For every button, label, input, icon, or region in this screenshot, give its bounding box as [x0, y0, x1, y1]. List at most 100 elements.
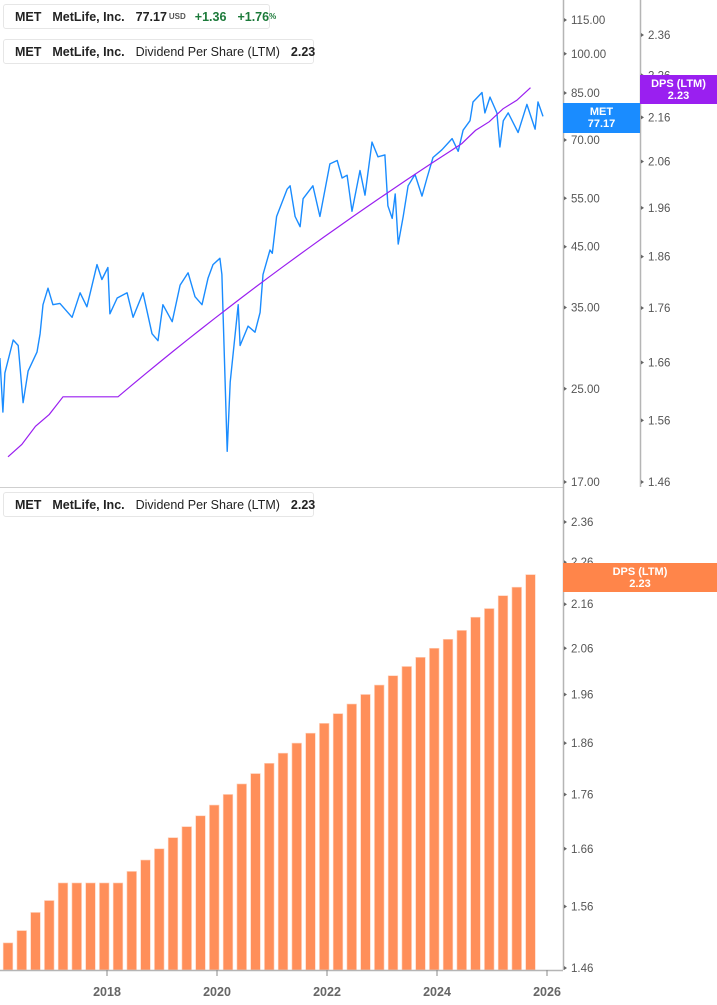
x-axis-tick-label: 2024 [423, 985, 451, 999]
dps-bar [401, 666, 412, 971]
dps-bar [30, 912, 41, 971]
dps-bar [387, 675, 399, 971]
dps-bottom-axis-tick-label: 1.76 [571, 789, 593, 801]
dps-bar [264, 763, 275, 971]
dps-bar [415, 657, 426, 971]
dps-bar [126, 871, 137, 971]
price-axis-tick [564, 305, 567, 310]
dps-bottom-axis-tick [564, 646, 567, 651]
dps-bar [236, 783, 247, 971]
dps-bar [511, 586, 522, 971]
dps-bottom-axis-tick [564, 692, 567, 697]
dps-top-axis-tick [641, 480, 644, 484]
price-axis-tick-label: 17.00 [571, 477, 600, 489]
price-axis-tick-label: 55.00 [571, 193, 600, 205]
dps-top-axis-tick-label: 1.86 [648, 252, 670, 264]
dps-top-axis-tick-label: 1.76 [648, 303, 670, 315]
price-axis-tick-label: 115.00 [571, 15, 605, 27]
dps-bottom-axis-tick [564, 792, 567, 797]
dps-top-axis-tick-label: 1.96 [648, 203, 670, 215]
dps-bar [374, 684, 385, 971]
dps-bar [112, 882, 124, 971]
legend-change-pct: +1.76 [237, 9, 270, 24]
price-axis-tick [564, 244, 567, 249]
dps-top-axis-tick-label: 1.46 [648, 477, 670, 489]
dps-bar [154, 848, 165, 971]
legend-value: 2.23 [290, 497, 316, 512]
dps-bottom-axis-tick-label: 2.16 [571, 599, 593, 611]
dps-bar [360, 694, 371, 971]
price-axis-tick [564, 51, 567, 56]
price-axis-tick [564, 386, 567, 391]
tag-value: 77.17 [587, 118, 616, 130]
price-last-value-tag: MET 77.17 [563, 103, 640, 133]
dps-bottom-axis-tick [564, 520, 567, 524]
dps-bar [71, 882, 82, 971]
dps-bar [456, 630, 467, 971]
dps-bar [332, 713, 344, 971]
dps-bar [277, 752, 289, 971]
dps-bar [99, 882, 110, 971]
dps-bottom-axis-tick [564, 846, 567, 851]
tag-label: MET [589, 106, 614, 118]
dps-bar [429, 647, 440, 971]
dps-bottom-axis-tick [564, 904, 567, 909]
dps-bottom-last-value-tag: DPS (LTM) 2.23 [563, 563, 717, 592]
dps-bottom-axis-tick-label: 1.46 [571, 963, 593, 975]
axes: 115.00 100.00 85.00 70.00 55.00 45.00 35.00 25.… [0, 0, 670, 999]
dps-top-axis-tick-label: 1.56 [648, 415, 670, 427]
dps-bar [470, 616, 481, 971]
dps-bottom-legend[interactable]: MET MetLife, Inc. Dividend Per Share (LT… [3, 492, 316, 517]
dps-bottom-axis-tick-label: 2.36 [571, 517, 593, 529]
price-axis-tick [564, 196, 567, 201]
dps-top-axis-tick [641, 159, 644, 164]
price-axis-tick-label: 70.00 [571, 135, 600, 147]
x-axis-tick-label: 2026 [533, 985, 561, 999]
dps-top-legend[interactable]: MET MetLife, Inc. Dividend Per Share (LT… [3, 39, 316, 64]
legend-ticker: MET [15, 9, 42, 24]
price-legend[interactable]: MET MetLife, Inc. 77.17 USD +1.36 +1.76% [3, 4, 276, 29]
dps-top-axis-tick [641, 33, 644, 37]
tag-label: DPS (LTM) [612, 565, 668, 578]
dps-top-axis-tick [641, 205, 644, 210]
dps-bar [181, 826, 192, 971]
legend-value: 2.23 [290, 44, 316, 59]
x-axis-tick-label: 2020 [203, 985, 231, 999]
legend-price: 77.17 [135, 9, 167, 24]
dps-bar [497, 595, 509, 971]
dps-line [7, 87, 531, 458]
dps-top-axis-tick [641, 306, 644, 311]
dps-bottom-axis-tick-label: 1.66 [571, 844, 593, 856]
tag-label: DPS (LTM) [651, 77, 706, 90]
x-axis-tick-label: 2022 [313, 985, 341, 999]
tag-value: 2.23 [629, 577, 651, 590]
legend-pct-sign: % [269, 12, 277, 21]
dps-bottom-axis-tick [564, 741, 567, 746]
dps-bar [140, 859, 151, 971]
dps-top-axis-tick-label: 2.16 [648, 112, 670, 124]
dps-bar [319, 723, 330, 971]
dps-bar [484, 608, 495, 971]
price-axis-tick [564, 137, 567, 142]
legend-metric: Dividend Per Share (LTM) [135, 44, 280, 59]
dps-bar [167, 837, 179, 971]
price-axis-tick [564, 480, 567, 484]
tag-value: 2.23 [667, 89, 690, 102]
price-axis-tick-label: 45.00 [571, 242, 600, 254]
dps-bar [195, 815, 206, 971]
dps-bottom-axis-tick [564, 966, 567, 970]
price-axis-tick-label: 100.00 [571, 49, 606, 61]
dps-top-axis-tick [641, 254, 644, 259]
dps-top-axis-tick-label: 2.06 [648, 157, 670, 169]
dps-line-series [7, 87, 531, 458]
legend-company: MetLife, Inc. [52, 497, 125, 512]
dps-top-last-value-tag: DPS (LTM) 2.23 [640, 75, 717, 104]
dps-bar [525, 574, 536, 971]
price-axis-tick-label: 85.00 [571, 88, 600, 100]
legend-ticker: MET [15, 497, 42, 512]
price-line [0, 91, 544, 452]
price-axis-tick-label: 25.00 [571, 384, 600, 396]
dps-bar [222, 794, 234, 971]
x-axis-tick-label: 2018 [93, 985, 121, 999]
dps-top-axis-tick-label: 1.66 [648, 358, 670, 370]
